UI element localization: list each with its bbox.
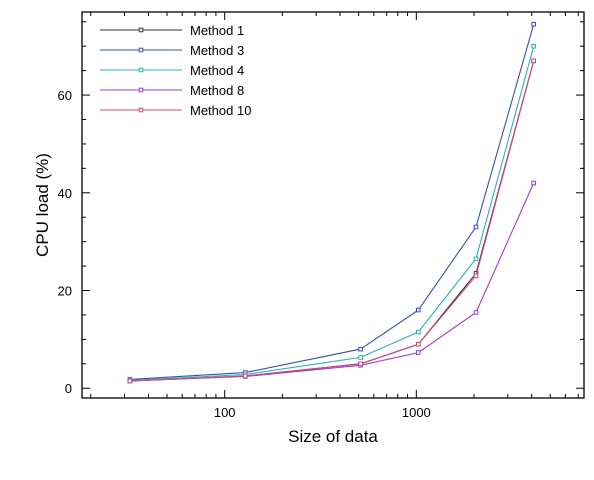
tick-labels: 100 1000 0 20 40 60 bbox=[58, 88, 431, 420]
data-point bbox=[531, 180, 536, 186]
y-tick-label: 20 bbox=[58, 284, 72, 299]
data-point bbox=[473, 224, 479, 230]
x-axis-label: Size of data bbox=[288, 427, 378, 446]
data-point bbox=[415, 350, 421, 355]
legend-item-method-3: Method 3 bbox=[100, 43, 244, 58]
data-point bbox=[415, 307, 421, 313]
series-line-method-10 bbox=[129, 60, 535, 382]
series-line-method-3 bbox=[129, 24, 535, 380]
x-tick-label: 100 bbox=[214, 405, 236, 420]
legend-label: Method 3 bbox=[190, 43, 244, 58]
legend-marker bbox=[138, 87, 144, 93]
legend-item-method-4: Method 4 bbox=[100, 63, 244, 78]
data-point bbox=[531, 58, 536, 64]
data-point bbox=[358, 361, 363, 367]
y-axis-label: CPU load (%) bbox=[33, 153, 52, 257]
data-point bbox=[531, 43, 536, 49]
series-layer bbox=[127, 21, 536, 384]
legend-label: Method 10 bbox=[190, 103, 251, 118]
data-point bbox=[531, 21, 536, 27]
x-tick-label: 1000 bbox=[402, 405, 431, 420]
legend-item-method-1: Method 1 bbox=[100, 23, 244, 38]
data-point bbox=[473, 310, 479, 315]
legend-marker bbox=[138, 47, 144, 53]
data-point bbox=[415, 341, 421, 347]
data-point bbox=[358, 346, 363, 352]
axis-ticks bbox=[82, 12, 584, 398]
data-point bbox=[473, 256, 479, 262]
series-method-10 bbox=[127, 58, 536, 384]
series-line-method-4 bbox=[129, 46, 535, 381]
legend-label: Method 4 bbox=[190, 63, 244, 78]
legend-label: Method 8 bbox=[190, 83, 244, 98]
data-point bbox=[358, 355, 363, 360]
legend-label: Method 1 bbox=[190, 23, 244, 38]
data-point bbox=[242, 373, 248, 379]
plot-frame bbox=[81, 11, 585, 399]
y-tick-label: 40 bbox=[58, 186, 72, 201]
y-tick-label: 0 bbox=[65, 381, 72, 396]
legend-marker bbox=[138, 67, 144, 73]
series-line-method-8 bbox=[129, 182, 535, 382]
y-tick-label: 60 bbox=[58, 88, 72, 103]
data-point bbox=[127, 378, 133, 384]
legend-item-method-10: Method 10 bbox=[100, 103, 251, 118]
legend-marker bbox=[138, 27, 144, 33]
legend-item-method-8: Method 8 bbox=[100, 83, 244, 98]
data-point bbox=[415, 329, 421, 335]
series-method-8 bbox=[127, 180, 536, 384]
legend-marker bbox=[138, 107, 144, 113]
legend: Method 1 Method 3 Method 4 Method 8 Method 1… bbox=[100, 23, 251, 118]
data-point bbox=[473, 273, 479, 279]
